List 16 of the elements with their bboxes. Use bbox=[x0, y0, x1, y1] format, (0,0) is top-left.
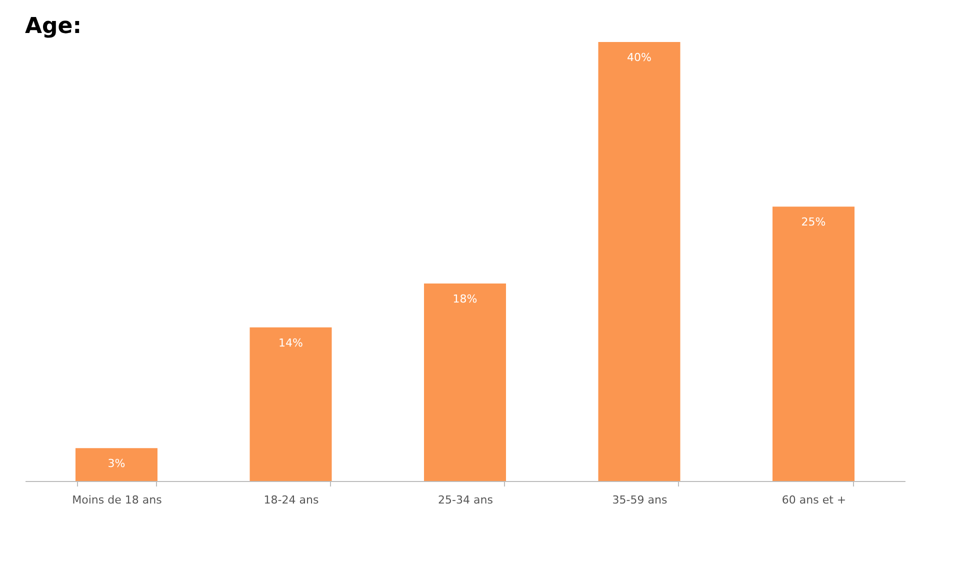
x-tick-label: Moins de 18 ans bbox=[72, 494, 162, 506]
data-label: 25% bbox=[801, 216, 826, 229]
data-label: 18% bbox=[452, 292, 478, 306]
x-tick-label: 18-24 ans bbox=[264, 494, 319, 506]
x-tick-label: 35-59 ans bbox=[612, 494, 668, 506]
x-tick-label: 60 ans et + bbox=[782, 494, 846, 506]
bar bbox=[772, 206, 855, 481]
bar bbox=[250, 327, 332, 481]
bar bbox=[75, 448, 158, 481]
data-label: 14% bbox=[278, 336, 303, 350]
chart-title: Age: bbox=[25, 14, 82, 39]
bar bbox=[598, 42, 680, 481]
data-label: 3% bbox=[108, 457, 126, 470]
data-label: 40% bbox=[627, 51, 652, 64]
x-tick-label: 25-34 ans bbox=[438, 494, 494, 506]
bar bbox=[424, 283, 506, 481]
